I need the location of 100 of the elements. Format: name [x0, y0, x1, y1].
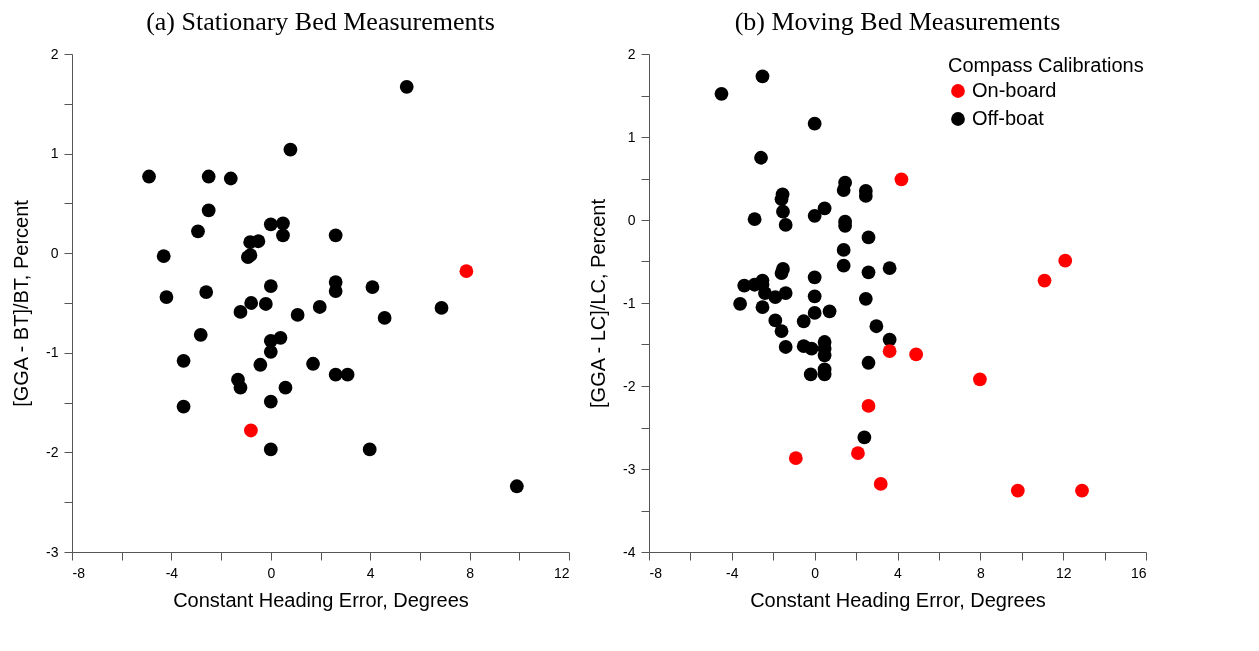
point [796, 314, 811, 329]
x-tick-label: 4 [894, 564, 903, 581]
x-tick-label: -4 [165, 564, 179, 581]
y-axis-title: [GGA - LC]/LC, Percent [587, 198, 610, 408]
point [803, 367, 818, 382]
point [882, 261, 897, 276]
point [869, 319, 884, 334]
point [276, 228, 290, 243]
y-tick-label: -1 [623, 294, 636, 311]
point [290, 308, 305, 322]
point [142, 169, 156, 184]
point [253, 357, 268, 372]
point [778, 340, 793, 354]
y-tick-label: 0 [627, 211, 636, 228]
x-axis-title: Constant Heading Error, Degrees [173, 588, 469, 611]
point [909, 347, 924, 362]
point [807, 208, 822, 223]
chart-title: (a) Stationary Bed Measurements [146, 7, 495, 36]
point [193, 327, 208, 342]
point [778, 286, 793, 300]
point [201, 203, 216, 218]
x-tick-label: 12 [1055, 564, 1072, 581]
x-axis-title: Constant Heading Error, Degrees [750, 588, 1046, 611]
x-tick-label: -4 [726, 564, 739, 581]
legend-label: Off-boat [972, 107, 1045, 129]
point [758, 286, 772, 300]
y-tick-label: -1 [46, 344, 59, 361]
point [176, 353, 191, 368]
point [861, 230, 876, 245]
point [973, 372, 987, 387]
point [273, 330, 288, 345]
point [894, 172, 909, 187]
point [328, 228, 343, 243]
point [774, 324, 789, 339]
point [776, 204, 790, 219]
point [807, 116, 822, 131]
legend-title: Compass Calibrations [948, 54, 1144, 76]
y-tick-label: 2 [50, 45, 59, 62]
point [861, 355, 876, 370]
point [244, 296, 259, 310]
point [788, 451, 803, 466]
point [276, 216, 290, 231]
point [882, 332, 897, 347]
x-tick-label: -8 [649, 564, 663, 581]
point [263, 279, 278, 293]
point [861, 265, 876, 280]
y-tick-label: 0 [50, 244, 59, 261]
point [263, 217, 278, 232]
point [278, 380, 293, 395]
point [861, 399, 876, 413]
point [714, 86, 729, 101]
point [768, 313, 783, 328]
point [807, 270, 822, 285]
point [858, 291, 873, 306]
point [283, 142, 298, 157]
x-tick-label: 8 [466, 564, 475, 581]
point [882, 344, 897, 359]
y-axis-title: [GGA - BT]/BT, Percent [10, 199, 33, 407]
point [1037, 273, 1052, 288]
point [328, 367, 343, 382]
point [365, 280, 380, 294]
point [807, 306, 822, 320]
point [804, 341, 819, 356]
point [263, 394, 278, 409]
point [817, 201, 832, 216]
point [509, 479, 524, 494]
point [156, 249, 171, 264]
point [768, 290, 783, 305]
x-tick-label: -8 [72, 564, 86, 581]
point [263, 344, 278, 359]
point [399, 79, 414, 94]
point [223, 171, 238, 186]
point [233, 305, 248, 319]
point [340, 367, 355, 382]
x-tick-label: 16 [1130, 564, 1147, 581]
point [778, 218, 793, 232]
point [1058, 253, 1073, 268]
y-tick-label: 1 [627, 128, 636, 145]
point [822, 304, 837, 319]
point [755, 69, 770, 84]
x-tick-label: 0 [811, 564, 820, 581]
point [774, 266, 789, 280]
point [263, 442, 278, 457]
point [807, 289, 822, 304]
point [159, 290, 174, 304]
point [199, 285, 214, 299]
legend-label: On-board [972, 79, 1057, 101]
chart-title: (b) Moving Bed Measurements [734, 7, 1061, 36]
y-tick-label: -2 [623, 377, 636, 394]
point [201, 169, 216, 184]
x-tick-label: 4 [366, 564, 375, 581]
point [362, 442, 377, 457]
y-tick-label: -3 [623, 460, 636, 477]
y-tick-label: -2 [46, 443, 59, 460]
point [1010, 483, 1025, 498]
point [851, 446, 865, 461]
x-tick-label: 0 [267, 564, 276, 581]
point [306, 356, 320, 371]
point [244, 423, 258, 438]
point [857, 430, 872, 445]
